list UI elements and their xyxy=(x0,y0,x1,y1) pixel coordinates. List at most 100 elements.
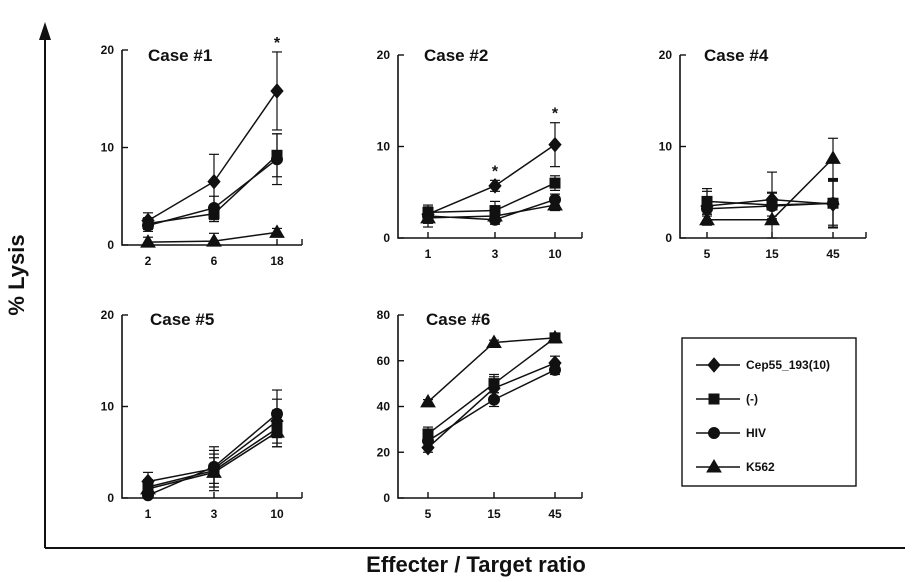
y-tick-label: 80 xyxy=(377,308,391,322)
x-tick-label: 45 xyxy=(826,247,840,261)
y-tick-label: 0 xyxy=(107,491,114,505)
legend-marker-square xyxy=(708,393,720,405)
legend-marker-triangle xyxy=(706,459,722,473)
series-square xyxy=(422,332,561,442)
y-tick-label: 20 xyxy=(659,48,673,62)
y-axis-arrow-icon xyxy=(39,22,51,40)
y-tick-label: 0 xyxy=(665,231,672,245)
significance-marker: * xyxy=(274,35,281,52)
data-point xyxy=(549,363,561,376)
data-point xyxy=(488,378,500,390)
data-point xyxy=(420,209,436,224)
panel-3: Case #4 0 10 20 5 15 45 xyxy=(659,46,867,261)
data-point xyxy=(269,224,285,238)
y-tick-label: 20 xyxy=(101,308,115,322)
x-tick-label: 1 xyxy=(145,507,152,521)
data-point xyxy=(208,201,220,214)
series-circle xyxy=(142,389,283,502)
series-diamond xyxy=(141,51,284,230)
series-line xyxy=(427,362,556,449)
x-tick-label: 5 xyxy=(704,247,711,261)
legend-label: HIV xyxy=(746,426,766,440)
legend-label: Cep55_193(10) xyxy=(746,358,830,372)
data-point xyxy=(206,233,222,247)
series-triangle xyxy=(420,197,563,224)
y-tick-label: 10 xyxy=(377,140,391,154)
x-tick-label: 15 xyxy=(765,247,779,261)
legend-marker-circle xyxy=(708,427,720,439)
data-point xyxy=(825,150,841,164)
y-tick-label: 0 xyxy=(107,238,114,252)
y-axis-title: % Lysis xyxy=(4,234,29,315)
panel-5: Case #6 0 20 40 60 80 5 15 45 xyxy=(377,308,583,521)
significance-marker: * xyxy=(492,163,499,180)
data-point xyxy=(548,136,562,153)
data-point xyxy=(547,197,563,211)
legend-item: Cep55_193(10) xyxy=(696,357,830,373)
series-line xyxy=(147,90,278,222)
data-point xyxy=(269,424,285,438)
data-point xyxy=(488,178,502,194)
x-tick-label: 10 xyxy=(270,507,284,521)
x-tick-label: 3 xyxy=(211,507,218,521)
panel-title: Case #5 xyxy=(150,310,214,329)
series-triangle xyxy=(140,224,285,248)
y-tick-label: 20 xyxy=(377,48,391,62)
x-tick-label: 10 xyxy=(548,247,562,261)
series-triangle xyxy=(420,329,563,408)
data-point xyxy=(420,393,436,408)
panel-title: Case #6 xyxy=(426,310,490,329)
y-tick-label: 60 xyxy=(377,354,391,368)
panel-title: Case #4 xyxy=(704,46,769,65)
legend-item: (-) xyxy=(696,392,758,406)
x-axis-title: Effecter / Target ratio xyxy=(366,552,586,577)
x-tick-label: 3 xyxy=(492,247,499,261)
legend-label: (-) xyxy=(746,392,758,406)
x-tick-label: 6 xyxy=(211,254,218,268)
series-triangle xyxy=(140,416,285,497)
y-tick-label: 0 xyxy=(383,231,390,245)
data-point xyxy=(486,334,502,348)
x-tick-label: 5 xyxy=(425,507,432,521)
data-point xyxy=(547,329,563,344)
y-tick-label: 10 xyxy=(101,400,115,414)
series-square xyxy=(142,409,283,495)
significance-marker: * xyxy=(552,106,559,123)
panel-4: Case #5 0 10 20 1 3 10 xyxy=(101,308,303,521)
x-tick-label: 45 xyxy=(548,507,562,521)
x-tick-label: 1 xyxy=(425,247,432,261)
data-point xyxy=(764,211,780,226)
data-point xyxy=(827,197,839,210)
legend-label: K562 xyxy=(746,460,775,474)
y-tick-label: 0 xyxy=(383,491,390,505)
x-tick-label: 15 xyxy=(487,507,501,521)
data-point xyxy=(142,219,154,232)
y-tick-label: 40 xyxy=(377,400,391,414)
data-point xyxy=(487,208,503,222)
series-triangle xyxy=(699,137,841,226)
panel-2: Case #2 0 10 20 1 3 10 * * xyxy=(377,46,583,261)
legend-item: K562 xyxy=(696,459,775,474)
panel-title: Case #1 xyxy=(148,46,212,65)
series-circle xyxy=(701,180,839,226)
data-point xyxy=(271,153,283,166)
series-circle xyxy=(422,363,561,449)
legend-marker-diamond xyxy=(707,357,721,373)
data-point xyxy=(549,177,561,189)
data-point xyxy=(422,434,434,447)
data-point xyxy=(140,480,156,495)
data-point xyxy=(207,173,221,190)
panel-1: Case #1 0 10 20 2 6 18 * xyxy=(101,35,303,268)
data-point xyxy=(270,83,284,99)
data-point xyxy=(206,464,222,478)
data-point xyxy=(488,393,500,406)
x-tick-label: 18 xyxy=(270,254,284,268)
y-tick-label: 10 xyxy=(101,141,115,155)
data-point xyxy=(766,199,778,212)
legend: Cep55_193(10) (-) HIV K562 xyxy=(681,337,857,487)
y-tick-label: 20 xyxy=(377,445,391,459)
x-tick-label: 2 xyxy=(145,254,152,268)
series-circle xyxy=(142,133,283,232)
